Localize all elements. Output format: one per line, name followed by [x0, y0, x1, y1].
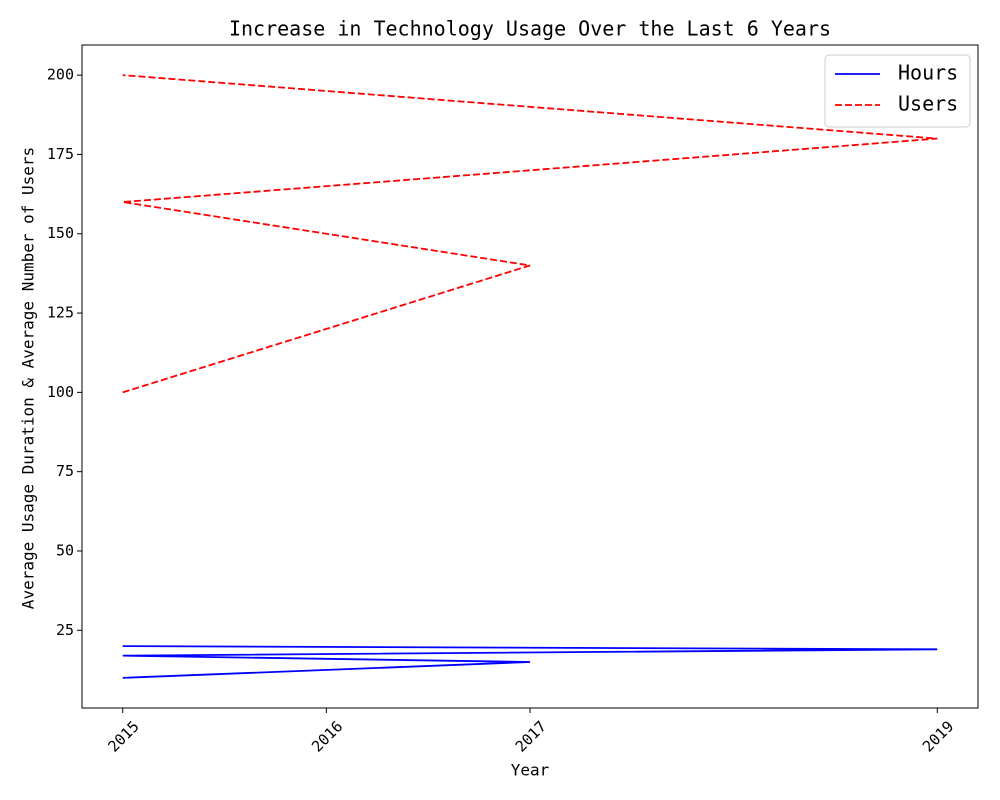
x-tick-label: 2017	[512, 717, 550, 755]
legend-label: Users	[898, 92, 958, 116]
y-tick-label: 100	[47, 383, 74, 401]
plot-frame	[81, 44, 979, 709]
y-tick-label: 75	[56, 462, 74, 480]
y-tick-label: 175	[47, 145, 74, 163]
series-line	[122, 74, 938, 394]
x-tick-label: 2016	[308, 717, 346, 755]
x-tick-label: 2019	[919, 717, 957, 755]
x-axis-label: Year	[511, 761, 550, 780]
y-axis-label: Average Usage Duration & Average Number …	[19, 147, 38, 609]
legend-label: Hours	[898, 61, 958, 85]
series-line	[122, 645, 938, 679]
y-tick-label: 200	[47, 66, 74, 84]
y-tick-label: 25	[56, 621, 74, 639]
legend-box	[824, 54, 971, 128]
chart-title: Increase in Technology Usage Over the La…	[229, 17, 831, 41]
y-tick-label: 150	[47, 224, 74, 242]
y-tick-label: 125	[47, 304, 74, 322]
x-tick-label: 2015	[104, 717, 142, 755]
y-tick-label: 50	[56, 541, 74, 559]
